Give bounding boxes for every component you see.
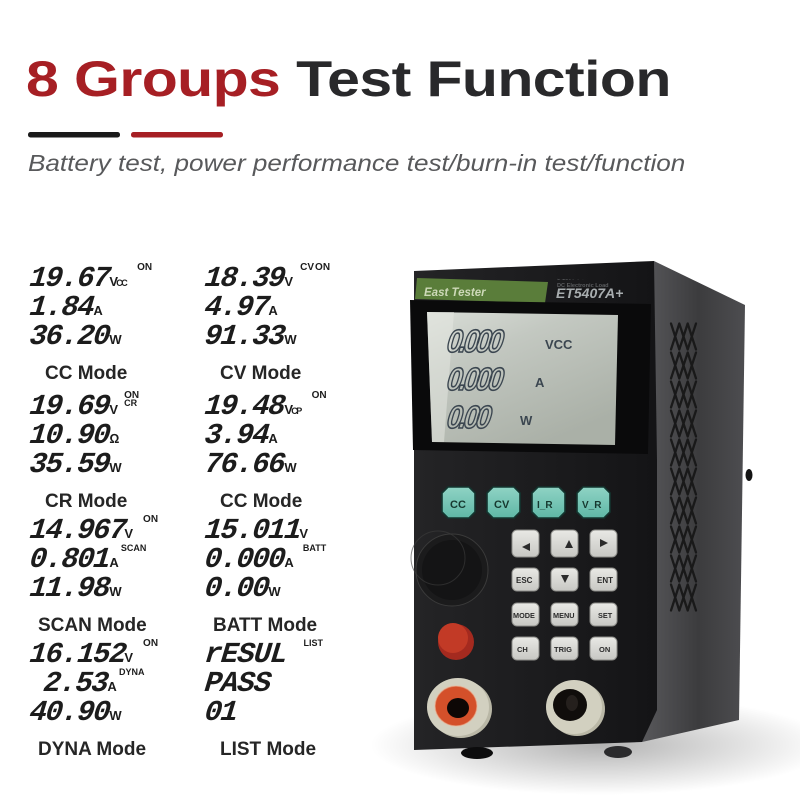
svg-text:VCC: VCC [545, 337, 573, 352]
svg-text:DC Electronic Load: DC Electronic Load [557, 283, 609, 289]
svg-text:A: A [535, 375, 545, 390]
svg-text:ESC: ESC [516, 576, 533, 585]
svg-text:CC: CC [450, 499, 466, 511]
svg-text:MODE: MODE [513, 611, 535, 620]
svg-text:CV: CV [494, 499, 510, 511]
svg-text:I_R: I_R [537, 500, 553, 511]
svg-text:ON: ON [599, 645, 610, 654]
svg-text:W: W [520, 413, 533, 428]
svg-text:MENU: MENU [553, 611, 575, 620]
svg-text:East Tester: East Tester [424, 287, 486, 299]
svg-text:ENT: ENT [597, 576, 613, 585]
svg-text:CH: CH [517, 645, 528, 654]
svg-text:TRIG: TRIG [554, 645, 572, 654]
svg-text:0.000: 0.000 [445, 324, 506, 359]
svg-text:SET: SET [598, 611, 613, 620]
svg-text:0.000: 0.000 [445, 362, 506, 397]
svg-text:V_R: V_R [582, 500, 602, 511]
